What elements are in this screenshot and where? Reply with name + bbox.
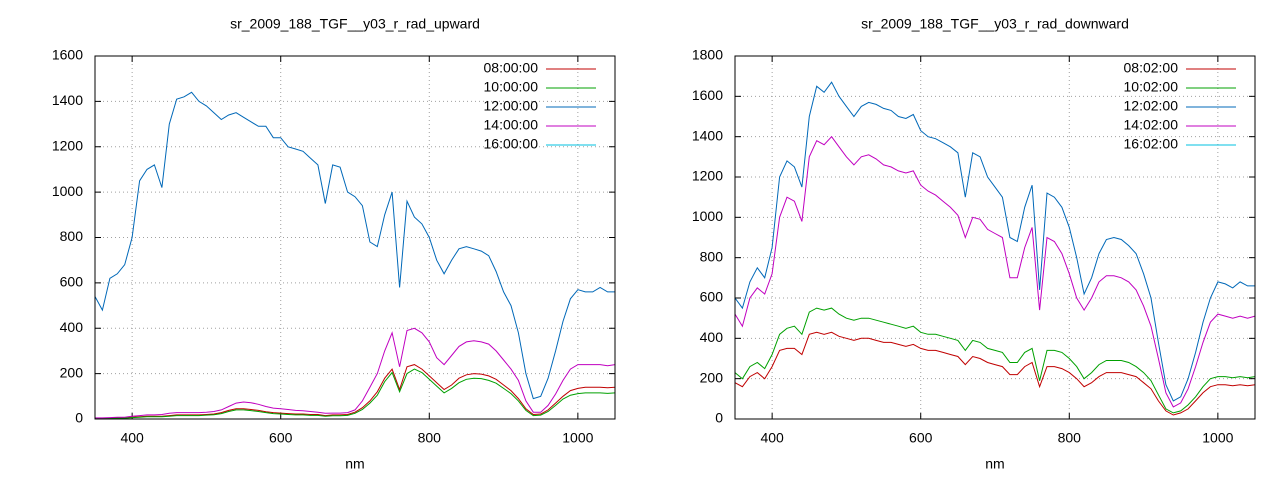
y-tick-label: 1400	[692, 127, 723, 143]
y-tick-label: 1600	[692, 87, 723, 103]
x-tick-label: 400	[120, 430, 144, 446]
y-tick-label: 1800	[692, 47, 723, 63]
legend-label: 14:00:00	[484, 117, 539, 133]
legend-label: 10:02:00	[1124, 79, 1179, 95]
y-tick-label: 400	[60, 319, 84, 335]
plot-frame	[734, 55, 1256, 420]
x-tick-label: 800	[1058, 430, 1082, 446]
y-tick-label: 1000	[692, 208, 723, 224]
x-tick-label: 1000	[562, 430, 593, 446]
y-tick-label: 600	[60, 274, 84, 290]
y-tick-label: 800	[60, 228, 84, 244]
x-tick-label: 400	[760, 430, 784, 446]
x-tick-label: 1000	[1202, 430, 1233, 446]
x-tick-label: 600	[909, 430, 933, 446]
series-line	[734, 81, 1255, 402]
legend-label: 12:00:00	[484, 98, 539, 114]
y-tick-label: 600	[700, 289, 724, 305]
series-line	[95, 364, 616, 419]
y-tick-label: 200	[60, 364, 84, 380]
y-tick-label: 1000	[52, 183, 83, 199]
legend-label: 08:00:00	[484, 60, 539, 76]
y-tick-label: 400	[700, 329, 724, 345]
legend-label: 12:02:00	[1124, 98, 1179, 114]
legend-label: 16:02:00	[1124, 136, 1179, 152]
y-tick-label: 1400	[52, 92, 83, 108]
legend-label: 16:00:00	[484, 136, 539, 152]
chart-title: sr_2009_188_TGF__y03_r_rad_upward	[230, 16, 480, 32]
y-tick-label: 200	[700, 369, 724, 385]
series-line	[734, 307, 1256, 414]
y-tick-label: 1200	[692, 168, 723, 184]
y-tick-label: 1200	[52, 137, 83, 153]
chart-title: sr_2009_188_TGF__y03_r_rad_downward	[861, 16, 1129, 32]
y-tick-label: 800	[700, 248, 724, 264]
y-tick-label: 0	[715, 410, 723, 426]
x-tick-label: 600	[269, 430, 293, 446]
legend-label: 08:02:00	[1124, 60, 1179, 76]
series-line	[94, 91, 615, 400]
series-line	[95, 368, 616, 419]
y-tick-label: 1600	[52, 47, 83, 63]
series-line	[734, 135, 1256, 408]
x-axis-label: nm	[985, 456, 1004, 472]
y-tick-label: 0	[75, 410, 83, 426]
plot-frame	[94, 55, 616, 420]
series-line	[95, 327, 616, 419]
legend-label: 14:02:00	[1124, 117, 1179, 133]
x-axis-label: nm	[345, 456, 364, 472]
x-tick-label: 800	[418, 430, 442, 446]
series-line	[734, 331, 1256, 416]
legend-label: 10:00:00	[484, 79, 539, 95]
